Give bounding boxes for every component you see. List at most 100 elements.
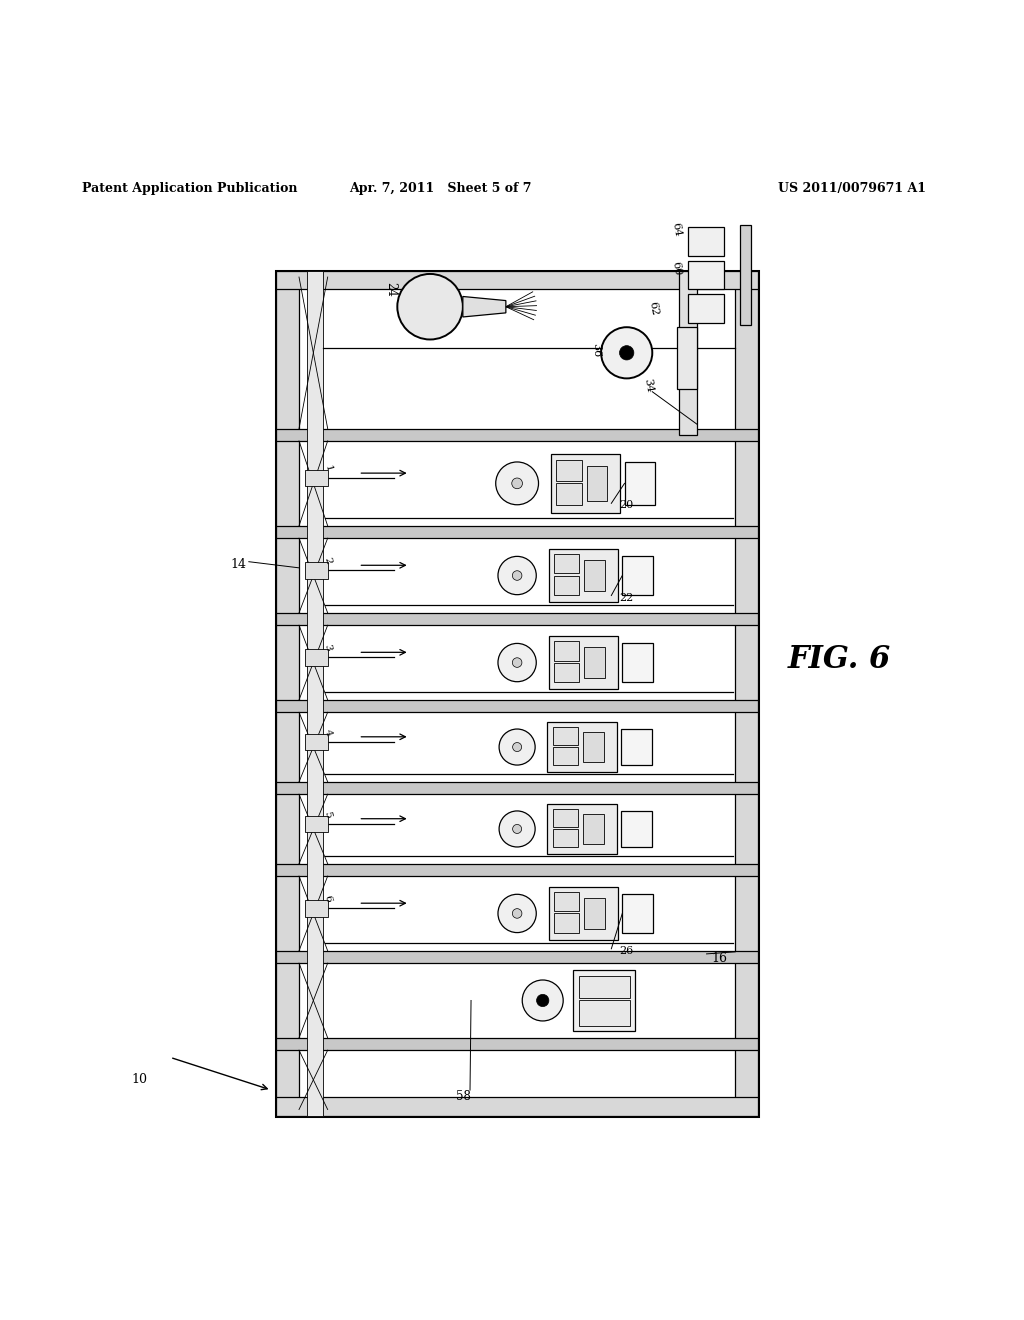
Bar [740,224,751,325]
Bar [553,829,579,847]
Bar [556,483,582,504]
Text: 5: 5 [323,810,333,818]
Bar [548,804,617,854]
Bar [549,887,618,940]
Bar [554,642,580,660]
Bar [276,271,299,1115]
Bar [573,970,635,1031]
Bar [688,227,724,256]
Bar [305,562,328,578]
Bar [554,576,580,595]
Bar [553,809,579,826]
Circle shape [512,478,522,488]
Text: 14: 14 [230,558,247,570]
Bar [584,733,604,762]
Bar [276,1097,758,1115]
Bar [623,894,653,933]
Text: FIG. 6: FIG. 6 [788,644,891,676]
Bar [625,462,655,504]
Bar [677,327,697,388]
Text: 3: 3 [323,644,333,652]
Bar [688,260,724,289]
Text: 4: 4 [323,729,333,737]
Circle shape [537,994,549,1007]
Text: 1: 1 [323,465,333,473]
Text: 16: 16 [712,952,728,965]
Bar [554,554,580,573]
Bar [276,1038,758,1051]
Bar [276,700,758,713]
Bar [551,454,621,512]
Text: Patent Application Publication: Patent Application Publication [82,182,297,195]
Bar [276,612,758,626]
Bar [305,900,328,916]
Bar [553,747,579,766]
Bar [622,729,652,766]
Bar [276,781,758,795]
Circle shape [397,275,463,339]
Bar [623,556,653,595]
Bar [276,429,758,441]
Bar [554,663,580,681]
Bar [553,727,579,744]
Circle shape [512,908,522,919]
Circle shape [522,979,563,1020]
Bar [549,636,618,689]
Circle shape [513,743,521,751]
Bar [585,560,605,591]
Text: 64: 64 [671,222,683,238]
Bar [688,294,724,323]
Circle shape [499,729,536,766]
Text: 20: 20 [620,500,634,511]
Circle shape [496,462,539,504]
Bar [579,1001,630,1026]
Text: 10: 10 [131,1073,147,1086]
Bar [548,722,617,772]
Text: 58: 58 [456,1090,471,1104]
Bar [549,549,618,602]
Bar [276,950,758,964]
Bar [305,649,328,665]
Bar [584,814,604,843]
Text: 34: 34 [642,378,654,393]
Bar [305,470,328,487]
Text: 22: 22 [620,593,634,603]
Bar [735,271,758,1115]
Text: US 2011/0079671 A1: US 2011/0079671 A1 [778,182,927,195]
Circle shape [499,810,536,847]
Text: Apr. 7, 2011   Sheet 5 of 7: Apr. 7, 2011 Sheet 5 of 7 [349,182,531,195]
Circle shape [512,570,522,581]
Text: 24: 24 [384,281,397,297]
Text: 60: 60 [671,261,683,277]
Circle shape [513,825,521,833]
Circle shape [498,556,537,595]
Circle shape [620,346,634,360]
Circle shape [498,894,537,933]
Circle shape [601,327,652,379]
Bar [587,466,607,500]
Bar [276,271,758,1115]
Text: 26: 26 [620,946,634,956]
Bar [554,892,580,911]
Text: 6: 6 [323,895,333,903]
Bar [307,271,323,1115]
Bar [276,271,758,289]
Bar [305,816,328,832]
Bar [585,647,605,678]
Bar [276,863,758,876]
Bar [585,898,605,929]
Bar [623,643,653,681]
Polygon shape [463,297,506,317]
Bar [554,913,580,933]
Bar [276,525,758,539]
Text: 62: 62 [647,301,659,317]
Bar [556,459,582,482]
Bar [679,271,697,434]
Text: 36: 36 [591,343,601,356]
Bar [305,734,328,750]
Circle shape [498,643,537,681]
Text: 2: 2 [323,557,333,565]
Circle shape [512,657,522,668]
Bar [622,810,652,847]
Bar [579,975,630,998]
